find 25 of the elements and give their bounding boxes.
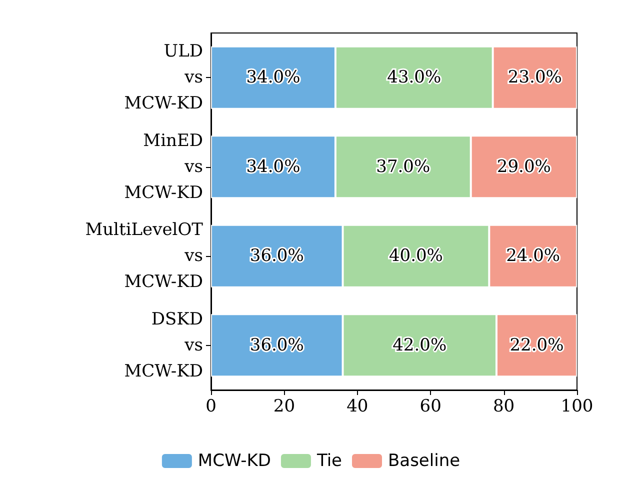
x-tick-label: 80 — [492, 396, 515, 416]
x-tick-label: 40 — [346, 396, 368, 416]
x-tick-label: 20 — [273, 396, 296, 416]
data-label: 34.0% — [246, 68, 300, 88]
data-label: 36.0% — [250, 335, 304, 356]
x-tick-label: 0 — [206, 396, 216, 416]
data-label: 29.0% — [496, 156, 551, 177]
data-label: 40.0% — [388, 246, 443, 266]
y-tick-label: MinED vs MCW-KD — [124, 130, 203, 203]
data-label: 22.0% — [510, 335, 564, 356]
legend-label: MCW-KD — [198, 451, 271, 471]
x-tick-label: 60 — [420, 396, 442, 416]
legend-label: Baseline — [388, 451, 460, 471]
data-label: 42.0% — [392, 335, 447, 356]
data-label: 24.0% — [506, 246, 560, 266]
data-label: 34.0% — [246, 156, 300, 177]
y-tick-label: ULD vs MCW-KD — [124, 42, 203, 114]
data-label: 43.0% — [387, 68, 442, 88]
y-tick-label: MultiLevelOT vs MCW-KD — [85, 220, 204, 292]
data-label: 37.0% — [376, 156, 430, 177]
y-tick-label: DSKD vs MCW-KD — [124, 309, 203, 382]
x-tick-label: 100 — [560, 396, 594, 416]
data-label: 36.0% — [250, 246, 304, 266]
data-label: 23.0% — [508, 68, 562, 88]
legend-label: Tie — [316, 451, 342, 471]
